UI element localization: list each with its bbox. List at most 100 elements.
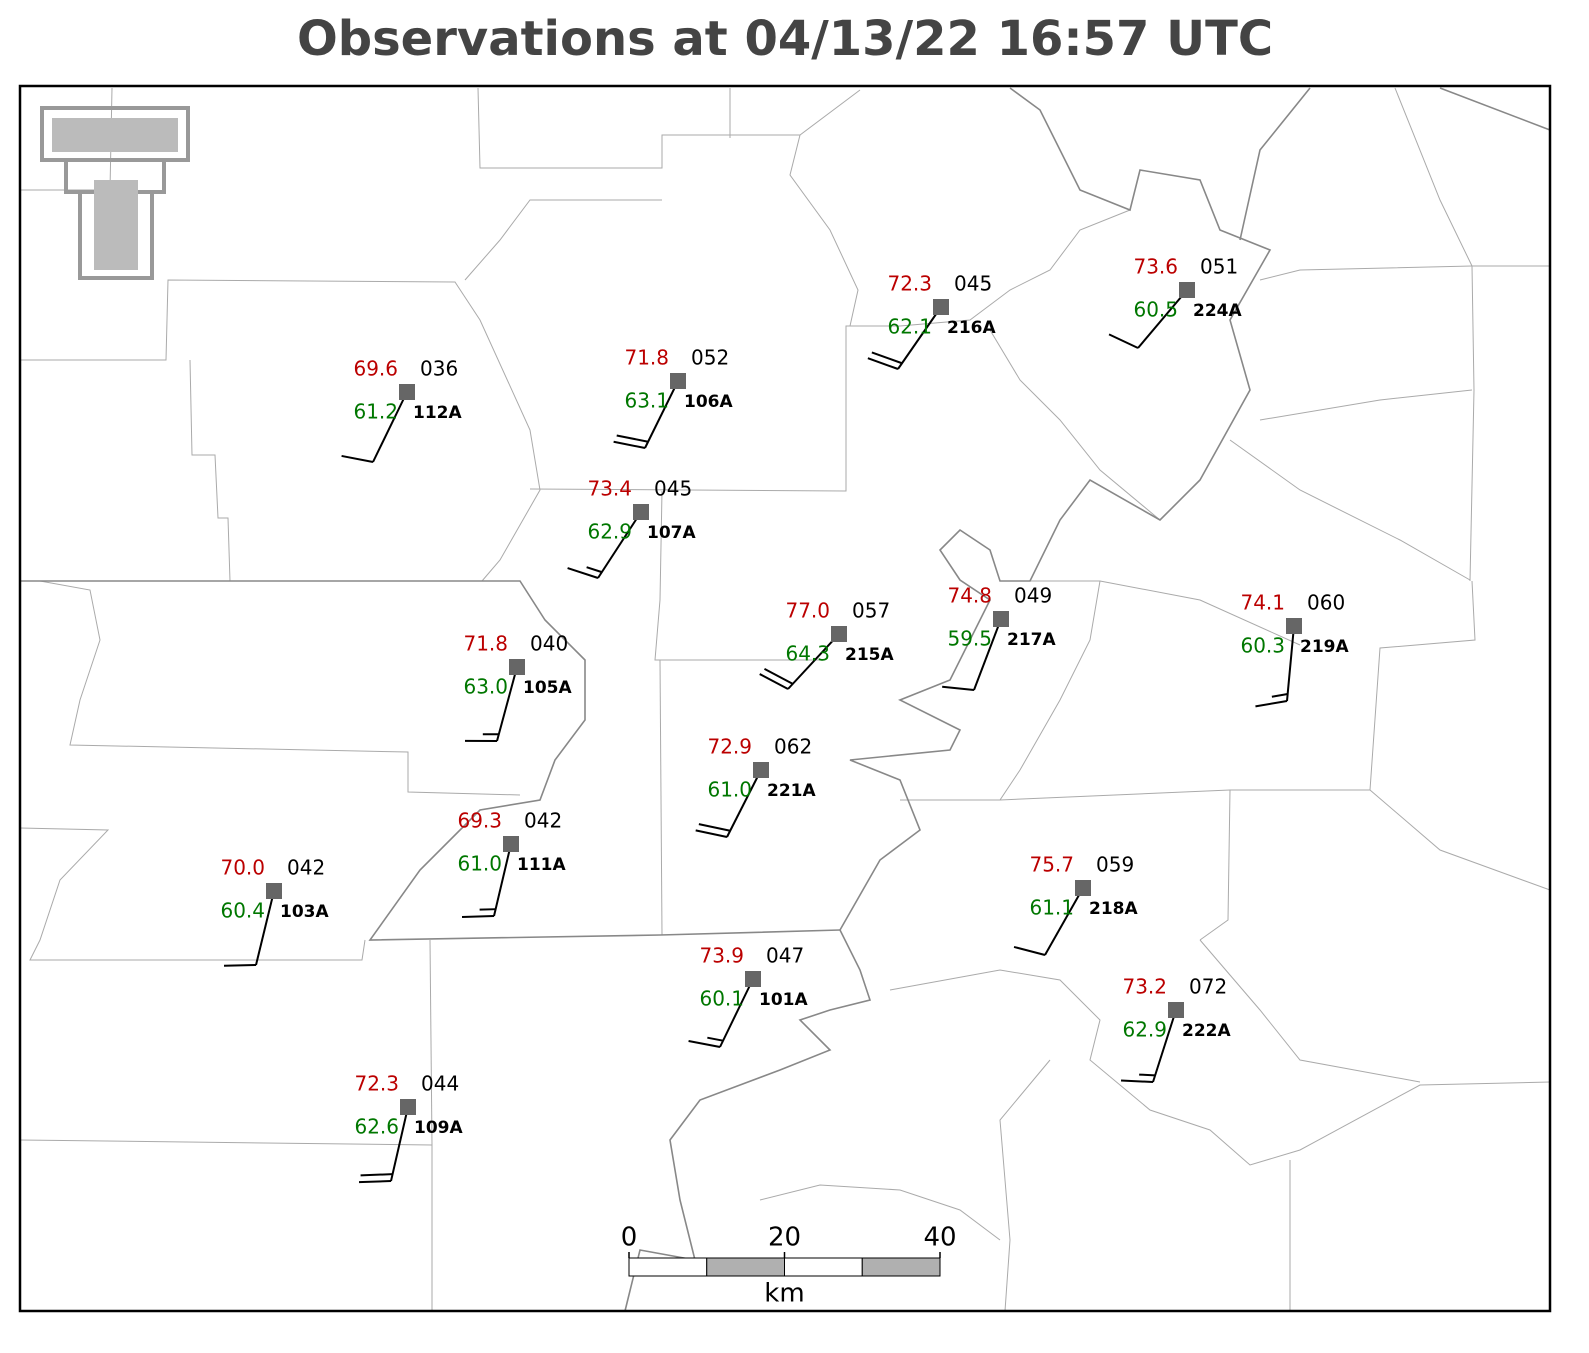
pressure: 036 bbox=[420, 357, 458, 381]
wind-barb bbox=[1121, 1080, 1153, 1082]
station: 74.8 049 59.5 217A bbox=[942, 584, 1056, 691]
station-id: 103A bbox=[280, 902, 329, 922]
temperature: 70.0 bbox=[220, 856, 265, 880]
pressure: 051 bbox=[1200, 255, 1238, 279]
scale-label: 20 bbox=[768, 1223, 801, 1253]
dewpoint: 60.1 bbox=[699, 987, 744, 1011]
station-id: 216A bbox=[947, 318, 996, 338]
pressure: 062 bbox=[774, 735, 812, 759]
temperature: 74.8 bbox=[947, 584, 992, 608]
dewpoint: 61.0 bbox=[457, 852, 502, 876]
temperature: 73.2 bbox=[1122, 975, 1167, 999]
station-marker bbox=[509, 659, 525, 675]
wind-barb bbox=[614, 442, 645, 448]
station: 74.1 060 60.3 219A bbox=[1240, 591, 1349, 707]
pressure: 047 bbox=[766, 944, 804, 968]
dewpoint: 62.6 bbox=[354, 1115, 399, 1139]
station-marker bbox=[266, 883, 282, 899]
station-marker bbox=[503, 836, 519, 852]
wind-barb bbox=[587, 567, 602, 572]
station-marker bbox=[633, 504, 649, 520]
station-id: 224A bbox=[1193, 301, 1242, 321]
wind-barb bbox=[1014, 947, 1045, 955]
wind-barb bbox=[760, 674, 788, 689]
temperature: 74.1 bbox=[1240, 591, 1285, 615]
station-marker bbox=[933, 299, 949, 315]
dewpoint: 60.3 bbox=[1240, 634, 1285, 658]
pressure: 057 bbox=[852, 599, 890, 623]
wind-barb bbox=[764, 669, 792, 684]
station-marker bbox=[1075, 880, 1091, 896]
station: 71.8 052 63.1 106A bbox=[614, 346, 734, 449]
station-id: 217A bbox=[1007, 630, 1056, 650]
dewpoint: 62.1 bbox=[887, 315, 932, 339]
station-marker bbox=[670, 373, 686, 389]
dewpoint: 63.0 bbox=[463, 675, 508, 699]
pressure: 042 bbox=[524, 809, 562, 833]
scale-segment bbox=[629, 1258, 707, 1276]
station: 72.3 044 62.6 109A bbox=[354, 1072, 463, 1183]
dewpoint: 62.9 bbox=[587, 520, 632, 544]
scale-unit: km bbox=[764, 1279, 804, 1309]
station-marker bbox=[1168, 1002, 1184, 1018]
station-id: 105A bbox=[523, 678, 572, 698]
pressure: 042 bbox=[287, 856, 325, 880]
scale-segment bbox=[707, 1258, 785, 1276]
pressure: 044 bbox=[421, 1072, 459, 1096]
station-marker bbox=[400, 1099, 416, 1115]
dewpoint: 61.0 bbox=[707, 778, 752, 802]
station-id: 111A bbox=[517, 855, 566, 875]
wind-barb bbox=[1255, 701, 1287, 706]
station-id: 218A bbox=[1089, 899, 1138, 919]
wind-barb bbox=[696, 830, 727, 837]
scale-label: 40 bbox=[923, 1223, 956, 1253]
station-id: 215A bbox=[845, 645, 894, 665]
station-id: 101A bbox=[759, 990, 808, 1010]
temperature: 71.8 bbox=[463, 632, 508, 656]
station: 70.0 042 60.4 103A bbox=[220, 856, 329, 966]
temperature: 75.7 bbox=[1029, 853, 1074, 877]
station-marker bbox=[993, 611, 1009, 627]
pressure: 049 bbox=[1014, 584, 1052, 608]
wind-barb bbox=[707, 1038, 723, 1041]
wind-barb bbox=[1109, 334, 1138, 348]
station-id: 222A bbox=[1182, 1021, 1231, 1041]
dewpoint: 60.4 bbox=[220, 899, 265, 923]
temperature: 73.4 bbox=[587, 477, 632, 501]
rivers bbox=[20, 88, 1550, 1311]
dewpoint: 63.1 bbox=[624, 389, 669, 413]
temperature: 69.3 bbox=[457, 809, 502, 833]
dewpoint: 61.2 bbox=[353, 400, 398, 424]
dewpoint: 62.9 bbox=[1122, 1018, 1167, 1042]
station-marker bbox=[745, 971, 761, 987]
county-lines bbox=[20, 88, 1550, 1311]
station-marker bbox=[753, 762, 769, 778]
wind-barb bbox=[942, 687, 974, 690]
station-id: 219A bbox=[1300, 637, 1349, 657]
dewpoint: 59.5 bbox=[947, 627, 992, 651]
dewpoint: 61.1 bbox=[1029, 896, 1074, 920]
map-title: Observations at 04/13/22 16:57 UTC bbox=[297, 11, 1273, 67]
pressure: 072 bbox=[1189, 975, 1227, 999]
station-id: 107A bbox=[647, 523, 696, 543]
temperature: 69.6 bbox=[353, 357, 398, 381]
wind-barb bbox=[1139, 1075, 1155, 1076]
logo bbox=[42, 108, 188, 278]
temperature: 72.3 bbox=[354, 1072, 399, 1096]
wind-barb bbox=[359, 1181, 391, 1182]
station-id: 109A bbox=[414, 1118, 463, 1138]
wind-barb bbox=[689, 1041, 720, 1047]
wind-barb bbox=[462, 916, 494, 917]
station-id: 106A bbox=[684, 392, 733, 412]
pressure: 052 bbox=[691, 346, 729, 370]
pressure: 060 bbox=[1307, 591, 1345, 615]
temperature: 71.8 bbox=[624, 346, 669, 370]
temperature: 72.9 bbox=[707, 735, 752, 759]
